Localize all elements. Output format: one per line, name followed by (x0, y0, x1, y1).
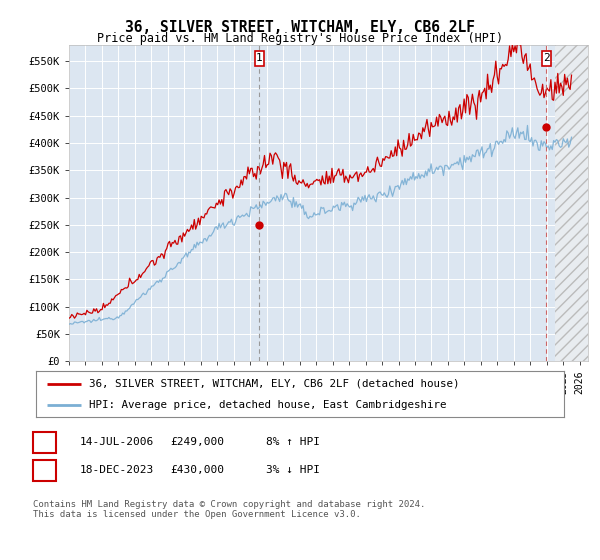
Text: 14-JUL-2006: 14-JUL-2006 (80, 437, 154, 447)
Text: 8% ↑ HPI: 8% ↑ HPI (266, 437, 320, 447)
Text: Contains HM Land Registry data © Crown copyright and database right 2024.
This d: Contains HM Land Registry data © Crown c… (33, 500, 425, 519)
Text: 1: 1 (41, 437, 48, 447)
Text: 2: 2 (543, 53, 550, 63)
Text: 36, SILVER STREET, WITCHAM, ELY, CB6 2LF: 36, SILVER STREET, WITCHAM, ELY, CB6 2LF (125, 20, 475, 35)
Text: £249,000: £249,000 (170, 437, 224, 447)
Text: 36, SILVER STREET, WITCHAM, ELY, CB6 2LF (detached house): 36, SILVER STREET, WITCHAM, ELY, CB6 2LF… (89, 379, 460, 389)
FancyBboxPatch shape (254, 51, 263, 66)
Text: HPI: Average price, detached house, East Cambridgeshire: HPI: Average price, detached house, East… (89, 400, 446, 410)
Bar (555, 45, 588, 361)
Text: 18-DEC-2023: 18-DEC-2023 (80, 465, 154, 475)
FancyBboxPatch shape (542, 51, 551, 66)
Text: £430,000: £430,000 (170, 465, 224, 475)
Text: 2: 2 (41, 465, 48, 475)
Text: Price paid vs. HM Land Registry's House Price Index (HPI): Price paid vs. HM Land Registry's House … (97, 32, 503, 45)
Text: 3% ↓ HPI: 3% ↓ HPI (266, 465, 320, 475)
Text: 1: 1 (256, 53, 263, 63)
